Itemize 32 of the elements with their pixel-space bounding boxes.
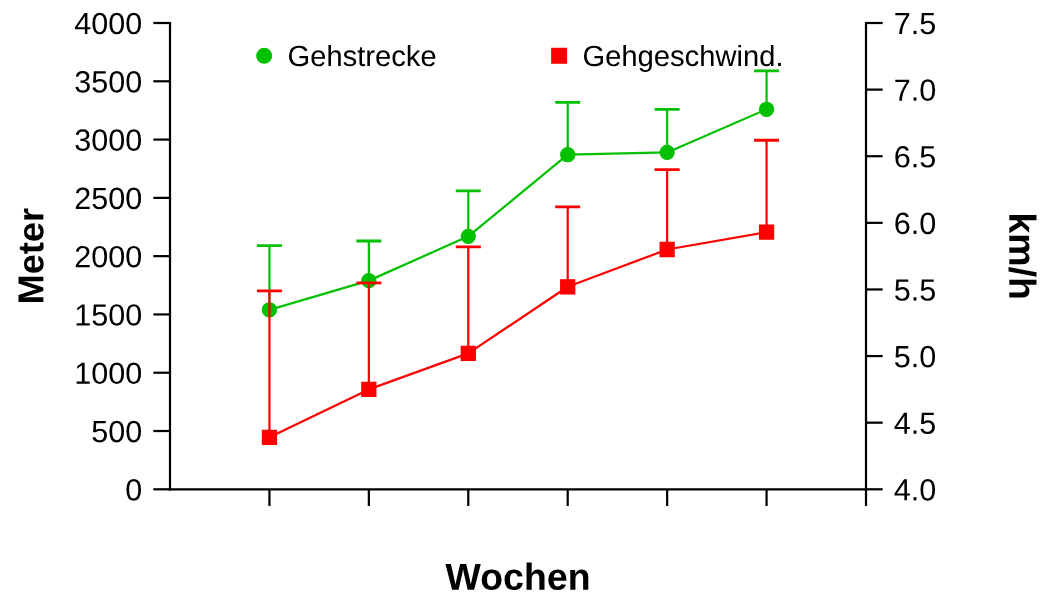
point (758, 224, 775, 240)
y2-tick-label: 5.5 (895, 279, 935, 301)
point (560, 279, 576, 295)
y-tick-label: 0 (126, 479, 142, 501)
y2-tick-label: 6.0 (895, 212, 936, 235)
y-tick-label: 1500 (76, 304, 142, 326)
point (560, 147, 576, 163)
legend-label: Gehgeschwind. (583, 44, 781, 73)
point (261, 429, 278, 445)
point (460, 345, 476, 362)
y2-tick-label: 7.0 (895, 79, 936, 101)
y-tick-label: 500 (92, 420, 142, 443)
y2-tick-label: 4.5 (894, 412, 935, 435)
y2-tick-label: 6.5 (895, 145, 935, 168)
y-tick-label: 2000 (75, 245, 142, 268)
y-tick-label: 4000 (74, 12, 142, 35)
point (361, 381, 377, 398)
point (758, 101, 775, 117)
point (460, 228, 476, 244)
point (659, 144, 675, 161)
y2-tick-label: 7.5 (895, 13, 935, 35)
y-tick-label: 1000 (76, 362, 142, 385)
y-tick-label: 3500 (75, 71, 142, 93)
y-axis-title: Meter (18, 208, 44, 302)
legend-label: Gehstrecke (288, 44, 436, 67)
point (659, 241, 675, 258)
y2-axis-title: km/h (1008, 215, 1037, 298)
x-axis-title: Wochen (445, 562, 589, 591)
y2-tick-label: 4.0 (894, 479, 936, 501)
y2-tick-label: 5.0 (895, 345, 936, 368)
y-tick-label: 2500 (75, 187, 142, 210)
y-tick-label: 3000 (75, 129, 142, 151)
